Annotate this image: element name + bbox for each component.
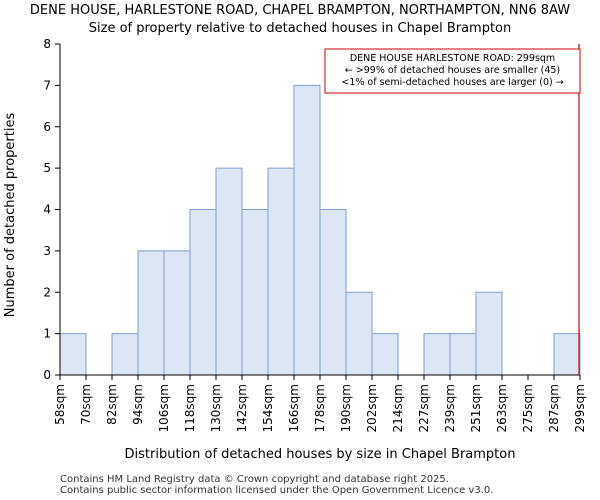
x-tick-label: 82sqm <box>105 384 119 425</box>
x-tick-label: 58sqm <box>53 384 67 425</box>
bar-287sqm <box>553 333 581 376</box>
bar-190sqm <box>345 291 373 376</box>
y-tick-label: 2 <box>43 285 51 299</box>
annotation-line-1: DENE HOUSE HARLESTONE ROAD: 299sqm <box>350 53 555 64</box>
x-tick-label: 94sqm <box>131 384 145 425</box>
x-tick-label: 214sqm <box>391 384 405 432</box>
bars-group <box>59 84 581 376</box>
bar-142sqm <box>241 209 269 376</box>
y-axis-label: Number of detached properties <box>3 113 18 318</box>
bar-130sqm <box>215 167 243 376</box>
x-tick-label: 227sqm <box>417 384 431 432</box>
x-tick-label: 142sqm <box>235 384 249 432</box>
y-tick-label: 7 <box>43 78 51 92</box>
x-tick-label: 178sqm <box>313 384 327 432</box>
bar-227sqm <box>423 333 451 376</box>
x-tick-label: 275sqm <box>521 384 535 432</box>
bar-94sqm <box>137 250 165 376</box>
histogram-chart: 0 1 2 3 4 5 6 7 8 58sqm 70sqm 82sqm 94sqm 106sqm 118s… <box>3 37 587 462</box>
bar-118sqm <box>189 209 217 376</box>
x-axis-label: Distribution of detached houses by size … <box>125 447 516 462</box>
y-ticks-group: 0 1 2 3 4 5 6 7 8 <box>43 37 60 382</box>
chart-title-address: DENE HOUSE, HARLESTONE ROAD, CHAPEL BRAM… <box>29 3 571 18</box>
x-tick-label: 130sqm <box>209 384 223 432</box>
bar-178sqm <box>319 209 347 376</box>
chart-title: Size of property relative to detached ho… <box>88 21 512 36</box>
annotation-box <box>324 48 581 94</box>
bar-239sqm <box>449 333 477 376</box>
annotation-group: DENE HOUSE HARLESTONE ROAD: 299sqm← >99%… <box>324 48 581 94</box>
bar-251sqm <box>475 291 503 376</box>
x-tick-label: 154sqm <box>261 384 275 432</box>
x-tick-label: 287sqm <box>547 384 561 432</box>
x-tick-label: 70sqm <box>79 384 93 425</box>
x-tick-label: 299sqm <box>573 384 587 432</box>
bar-166sqm <box>293 84 321 376</box>
x-tick-label: 239sqm <box>443 384 457 432</box>
y-tick-label: 4 <box>43 203 51 217</box>
x-tick-label: 190sqm <box>339 384 353 432</box>
bar-106sqm <box>163 250 191 376</box>
y-tick-label: 1 <box>43 327 51 341</box>
x-tick-label: 251sqm <box>469 384 483 432</box>
bar-58sqm <box>59 333 87 376</box>
annotation-line-2: ← >99% of detached houses are smaller (4… <box>345 65 560 76</box>
x-tick-label: 202sqm <box>365 384 379 432</box>
x-tick-label: 118sqm <box>183 384 197 432</box>
bar-202sqm <box>371 333 399 376</box>
x-tick-label: 263sqm <box>495 384 509 432</box>
x-tick-label: 166sqm <box>287 384 301 432</box>
bar-154sqm <box>267 167 295 376</box>
annotation-line-3: <1% of semi-detached houses are larger (… <box>341 77 563 88</box>
footer-licence: Contains public sector information licen… <box>60 485 494 496</box>
bar-82sqm <box>111 333 139 376</box>
y-tick-label: 8 <box>43 37 51 51</box>
y-tick-label: 3 <box>43 244 51 258</box>
footer-copyright: Contains HM Land Registry data © Crown c… <box>60 474 449 485</box>
x-ticks-group: 58sqm 70sqm 82sqm 94sqm 106sqm 118sqm 130sqm 14… <box>53 375 587 432</box>
x-tick-label: 106sqm <box>157 384 171 432</box>
y-tick-label: 6 <box>43 120 51 134</box>
y-tick-label: 0 <box>43 368 51 382</box>
y-tick-label: 5 <box>43 161 51 175</box>
